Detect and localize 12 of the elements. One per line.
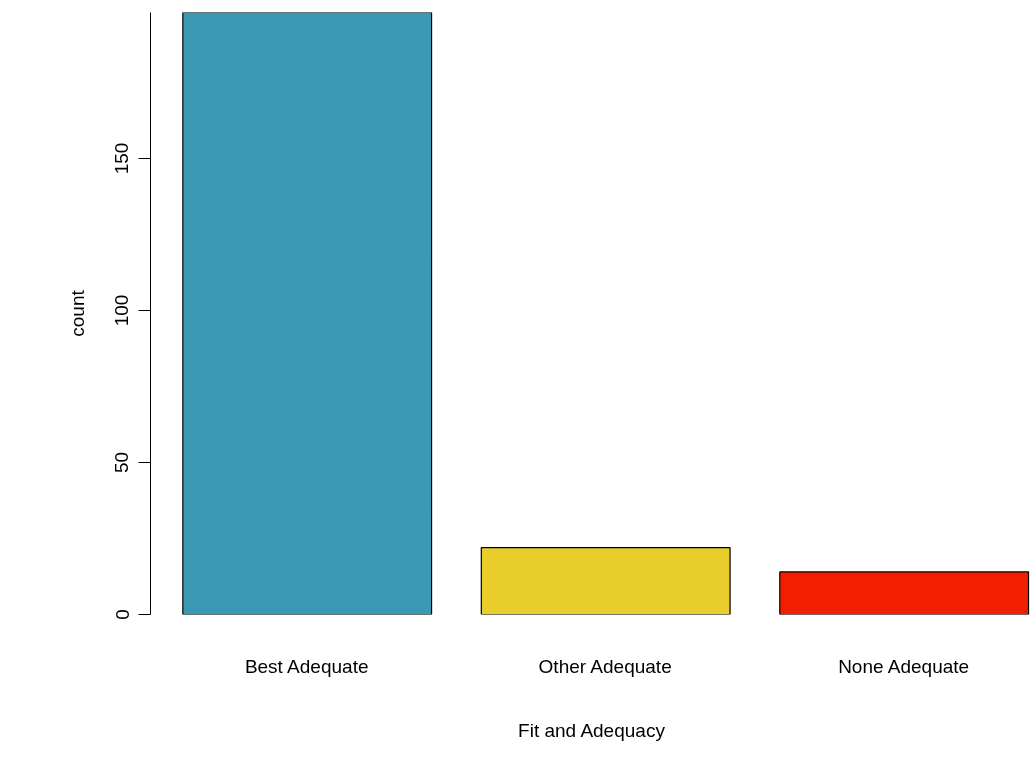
- bar: [182, 12, 433, 615]
- y-tick-label: 50: [111, 451, 133, 474]
- bar: [480, 547, 731, 615]
- x-axis-title: Fit and Adequacy: [518, 719, 666, 741]
- x-tick-label: Best Adequate: [244, 655, 369, 677]
- y-tick-label: 100: [111, 294, 133, 327]
- x-tick-label: None Adequate: [838, 655, 970, 677]
- y-tick-label: 0: [111, 609, 133, 620]
- x-tick-label: Other Adequate: [538, 655, 672, 677]
- y-axis-title: count: [66, 289, 88, 337]
- bar: [779, 571, 1030, 615]
- y-tick-label: 150: [111, 142, 133, 175]
